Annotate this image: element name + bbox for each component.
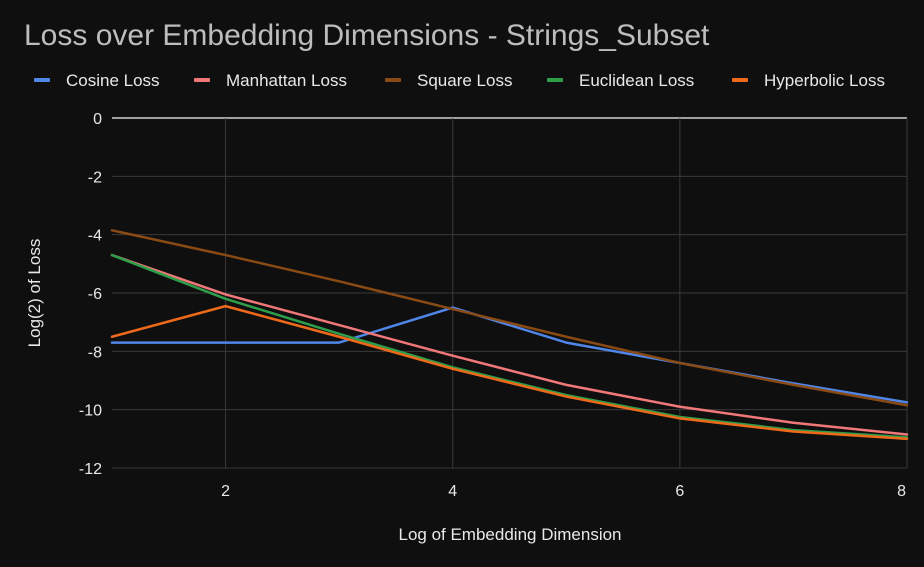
series-line-hyperbolic-loss: [110, 304, 909, 441]
x-tick-label: 8: [897, 483, 906, 500]
x-tick-label: 4: [448, 483, 457, 500]
legend-label: Hyperbolic Loss: [764, 71, 885, 90]
x-axis-label: Log of Embedding Dimension: [398, 525, 621, 544]
grid: [112, 117, 908, 469]
legend-swatch: [547, 78, 563, 82]
y-tick-label: -8: [88, 344, 102, 361]
y-axis-label: Log(2) of Loss: [25, 239, 44, 348]
legend: Cosine Loss Manhattan Loss Square Loss Eucl…: [34, 71, 885, 90]
y-tick-label: -12: [79, 461, 102, 478]
y-tick-label: -10: [79, 403, 102, 420]
series-line-manhattan-loss: [110, 253, 909, 436]
y-tick-label: -4: [88, 228, 102, 245]
legend-label: Euclidean Loss: [579, 71, 694, 90]
y-tick-label: 0: [93, 111, 102, 128]
x-tick-label: 2: [221, 483, 230, 500]
series-line-square-loss: [110, 229, 909, 407]
legend-label: Manhattan Loss: [226, 71, 347, 90]
x-tick-label: 6: [675, 483, 684, 500]
legend-label: Cosine Loss: [66, 71, 160, 90]
legend-swatch: [732, 78, 748, 82]
legend-swatch: [194, 78, 210, 82]
y-tick-label: -6: [88, 286, 102, 303]
series-group: [110, 229, 909, 441]
y-tick-label: -2: [88, 169, 102, 186]
legend-swatch: [34, 78, 50, 82]
tick-labels: 0 -2 -4 -6 -8 -10 -12 2 4 6 8: [79, 111, 906, 500]
legend-label: Square Loss: [417, 71, 512, 90]
chart-title: Loss over Embedding Dimensions - Strings…: [24, 19, 710, 52]
series-line-euclidean-loss: [110, 253, 909, 439]
legend-swatch: [385, 78, 401, 82]
